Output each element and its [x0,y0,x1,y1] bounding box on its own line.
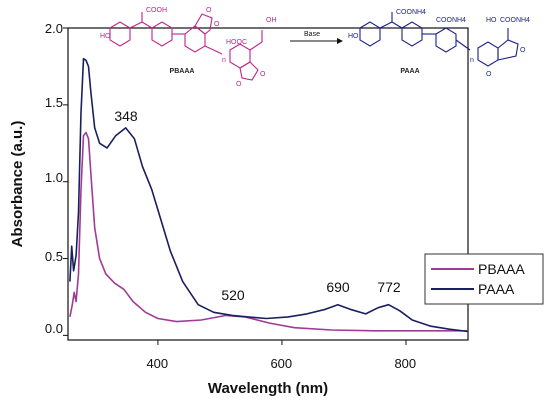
pbaaa-label-o1: O [206,7,212,14]
pbaaa-label-ho: HO [100,33,111,40]
paaa-label-coonh4-1: COONH4 [396,9,426,16]
legend-label-paaa: PAAA [478,281,515,297]
paaa-label-n: n [470,57,474,64]
x-axis-title: Wavelength (nm) [208,380,328,397]
pbaaa-name: PBAAA [170,68,195,75]
paaa-label-coonh4-3: COONH4 [500,17,530,24]
pbaaa-label-o2: O [214,21,220,28]
pbaaa-label-o4: O [236,81,242,88]
paaa-structure [359,12,519,67]
paaa-label-ho: HO [348,33,359,40]
pbaaa-label-hooc: HOOC [226,39,247,46]
legend: PBAAA PAAA [424,253,544,305]
y-tick-label-1-0: 1.0 [45,170,63,185]
series-layer [69,57,469,333]
x-tick-label-800: 800 [394,356,416,371]
series-line-paaa [69,57,469,333]
paaa-label-ho-2: HO [486,17,497,24]
plot-frame [67,27,469,341]
peak-label-520: 520 [221,287,245,303]
pbaaa-label-cooh: COOH [146,7,167,14]
paaa-label-o2: O [486,71,492,78]
pbaaa-label-o3: O [260,71,266,78]
paaa-name: PAAA [400,68,419,75]
legend-box [424,253,544,305]
paaa-label-coonh4-2: COONH4 [436,17,466,24]
reaction-arrow-label: Base [304,31,320,38]
series-line-pbaaa [69,131,468,332]
y-tick-label-0-5: 0.5 [45,249,63,264]
peak-label-348: 348 [114,108,138,124]
reaction-scheme: HO COOH HOOC OH O O O O n PBAAA Base HO … [100,7,530,88]
peak-label-772: 772 [377,279,401,295]
x-tick-label-400: 400 [146,356,168,371]
y-tick-label-0: 0.0 [45,321,63,336]
peak-label-690: 690 [326,279,350,295]
paaa-label-o1: O [520,47,526,54]
tick-layer [63,27,407,345]
pbaaa-label-oh: OH [266,17,277,24]
y-tick-label-2-0: 2.0 [45,21,63,36]
legend-label-pbaaa: PBAAA [478,261,525,277]
x-tick-label-600: 600 [270,356,292,371]
y-axis-title: Absorbance (a.u.) [9,121,26,248]
pbaaa-label-n: n [222,57,226,64]
pbaaa-structure [109,12,263,81]
y-tick-label-1-5: 1.5 [45,95,63,110]
reaction-arrowhead [337,38,343,44]
